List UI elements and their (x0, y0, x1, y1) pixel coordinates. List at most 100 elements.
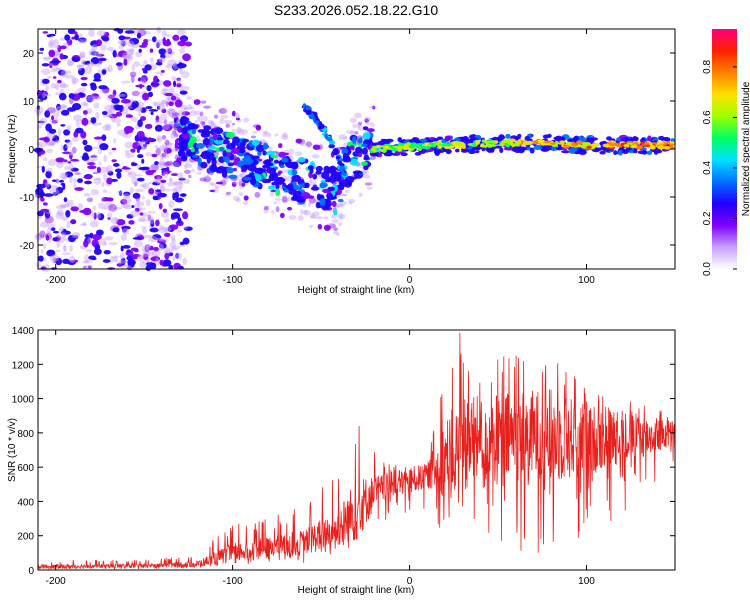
spectrogram-cell (235, 127, 242, 134)
spectrogram-cell (131, 90, 140, 97)
spectrogram-cell (235, 117, 241, 121)
spectrogram-cell (73, 114, 83, 122)
spectrogram-cell (70, 158, 80, 162)
spectrogram-cell (200, 151, 210, 160)
spectrogram-cell (200, 120, 206, 125)
spectrogram-cell (163, 80, 172, 87)
spectrogram-cell (138, 216, 146, 222)
spectrogram-cell (281, 157, 289, 163)
spectrogram-cell (364, 118, 370, 123)
spectrogram-cell (59, 104, 67, 109)
spectrogram-cell (55, 178, 60, 184)
colorbar: 0.0 0.2 0.4 0.6 0.8 Normalized spectral ampl… (702, 29, 750, 276)
spectrogram-cell (167, 181, 178, 187)
spectrogram-cell (72, 259, 79, 263)
spectrogram-cell (436, 136, 444, 141)
spectrogram-cell (120, 245, 124, 252)
spectrogram-cell (130, 74, 135, 83)
spectrogram-cell (36, 183, 46, 189)
spectrogram-cell (142, 92, 150, 101)
spectrogram-cell (101, 181, 105, 188)
spectrogram-cell (150, 164, 159, 171)
spectrogram-cell (120, 203, 131, 209)
spectrogram-cell (61, 204, 69, 208)
spectrogram-cell (295, 195, 304, 203)
spectrogram-cell (74, 172, 82, 175)
spectrogram-cell (338, 180, 348, 188)
spectrogram-cell (96, 166, 101, 174)
spectrogram-cell (406, 142, 411, 147)
spectrogram-cell (173, 80, 177, 88)
spectrogram-cell (415, 145, 424, 149)
spectrogram-cell (93, 136, 104, 140)
spectrogram-cell (180, 85, 190, 91)
spectrogram-cell (437, 145, 443, 149)
spectrogram-cell (309, 176, 313, 184)
spectrogram-cell (83, 192, 91, 197)
spectrogram-cell (337, 213, 346, 220)
spectrogram-cell (184, 41, 193, 47)
spectrogram-cell (156, 58, 163, 63)
spectrogram-cell (633, 149, 638, 154)
spectrogram-cell (333, 150, 339, 156)
spectrogram-cell (63, 144, 68, 152)
spectrogram-cell (118, 190, 123, 196)
spectrogram-cell (161, 152, 166, 158)
spectrogram-cell (62, 151, 72, 155)
spectrogram-cell (96, 39, 103, 47)
spectrogram-cell (162, 250, 173, 254)
spectrogram-cell (59, 53, 64, 60)
spectrogram-cell (114, 259, 118, 263)
spectrogram-cell (80, 131, 87, 139)
spectrogram-cell (354, 130, 359, 135)
spectrogram-cell (82, 266, 87, 269)
spectrogram-cell (657, 145, 666, 150)
spectrogram-cell (294, 151, 303, 156)
spectrogram-cell (252, 124, 261, 128)
spectrogram-cell (362, 126, 369, 131)
spectrogram-cell (90, 57, 100, 65)
spectrogram-cell (79, 52, 85, 59)
spectrogram-cell (315, 201, 321, 209)
spectrogram-cell (64, 171, 74, 178)
spectrogram-cell (80, 76, 88, 81)
spectrogram-cell (217, 162, 226, 166)
spectrogram-cell (46, 107, 56, 114)
spectrogram-cell (165, 160, 174, 166)
spectrogram-cell (55, 257, 63, 266)
spectrogram-cell (372, 105, 376, 110)
spectrogram-cell (111, 159, 117, 163)
spectrogram-cell (555, 147, 562, 151)
spectrogram-cell (65, 70, 72, 74)
spectrogram-cell (148, 109, 159, 112)
spectrogram-cell (266, 167, 277, 174)
spectrogram-cell (37, 120, 45, 124)
spectrogram-cell (279, 212, 285, 219)
colorbar-ticks: 0.0 0.2 0.4 0.6 0.8 (702, 60, 737, 276)
spectrogram-cell (167, 109, 178, 117)
spectrogram-cell (263, 130, 269, 135)
spectrogram-cell (189, 109, 197, 116)
spectrogram-cell (156, 137, 161, 142)
spectrogram-cell (238, 192, 244, 197)
spectrogram-cell (91, 212, 95, 219)
spectrogram-cell (60, 109, 70, 116)
spectrogram-cell (228, 174, 238, 179)
spectrogram-cell (90, 84, 97, 91)
spectrogram-cell (108, 106, 116, 114)
spectrogram-cell (83, 260, 94, 264)
spectrogram-cell (154, 145, 159, 149)
spectrogram-cell (342, 136, 349, 140)
spectrogram-cell (332, 230, 339, 235)
spectrogram-cell (98, 161, 102, 166)
spectrogram-cell (159, 144, 168, 152)
snr-x-ticks: -200 -100 0 100 (46, 330, 595, 587)
spectrogram-cell (327, 222, 334, 226)
spectrogram-cell (138, 145, 142, 150)
spectrogram-cell (171, 237, 177, 244)
spectrogram-cell (287, 206, 292, 211)
spectrogram-cell (73, 177, 77, 185)
spectrogram-cell (163, 188, 172, 192)
y-tick-label: 20 (23, 49, 35, 60)
spectrogram-cell (163, 218, 170, 223)
